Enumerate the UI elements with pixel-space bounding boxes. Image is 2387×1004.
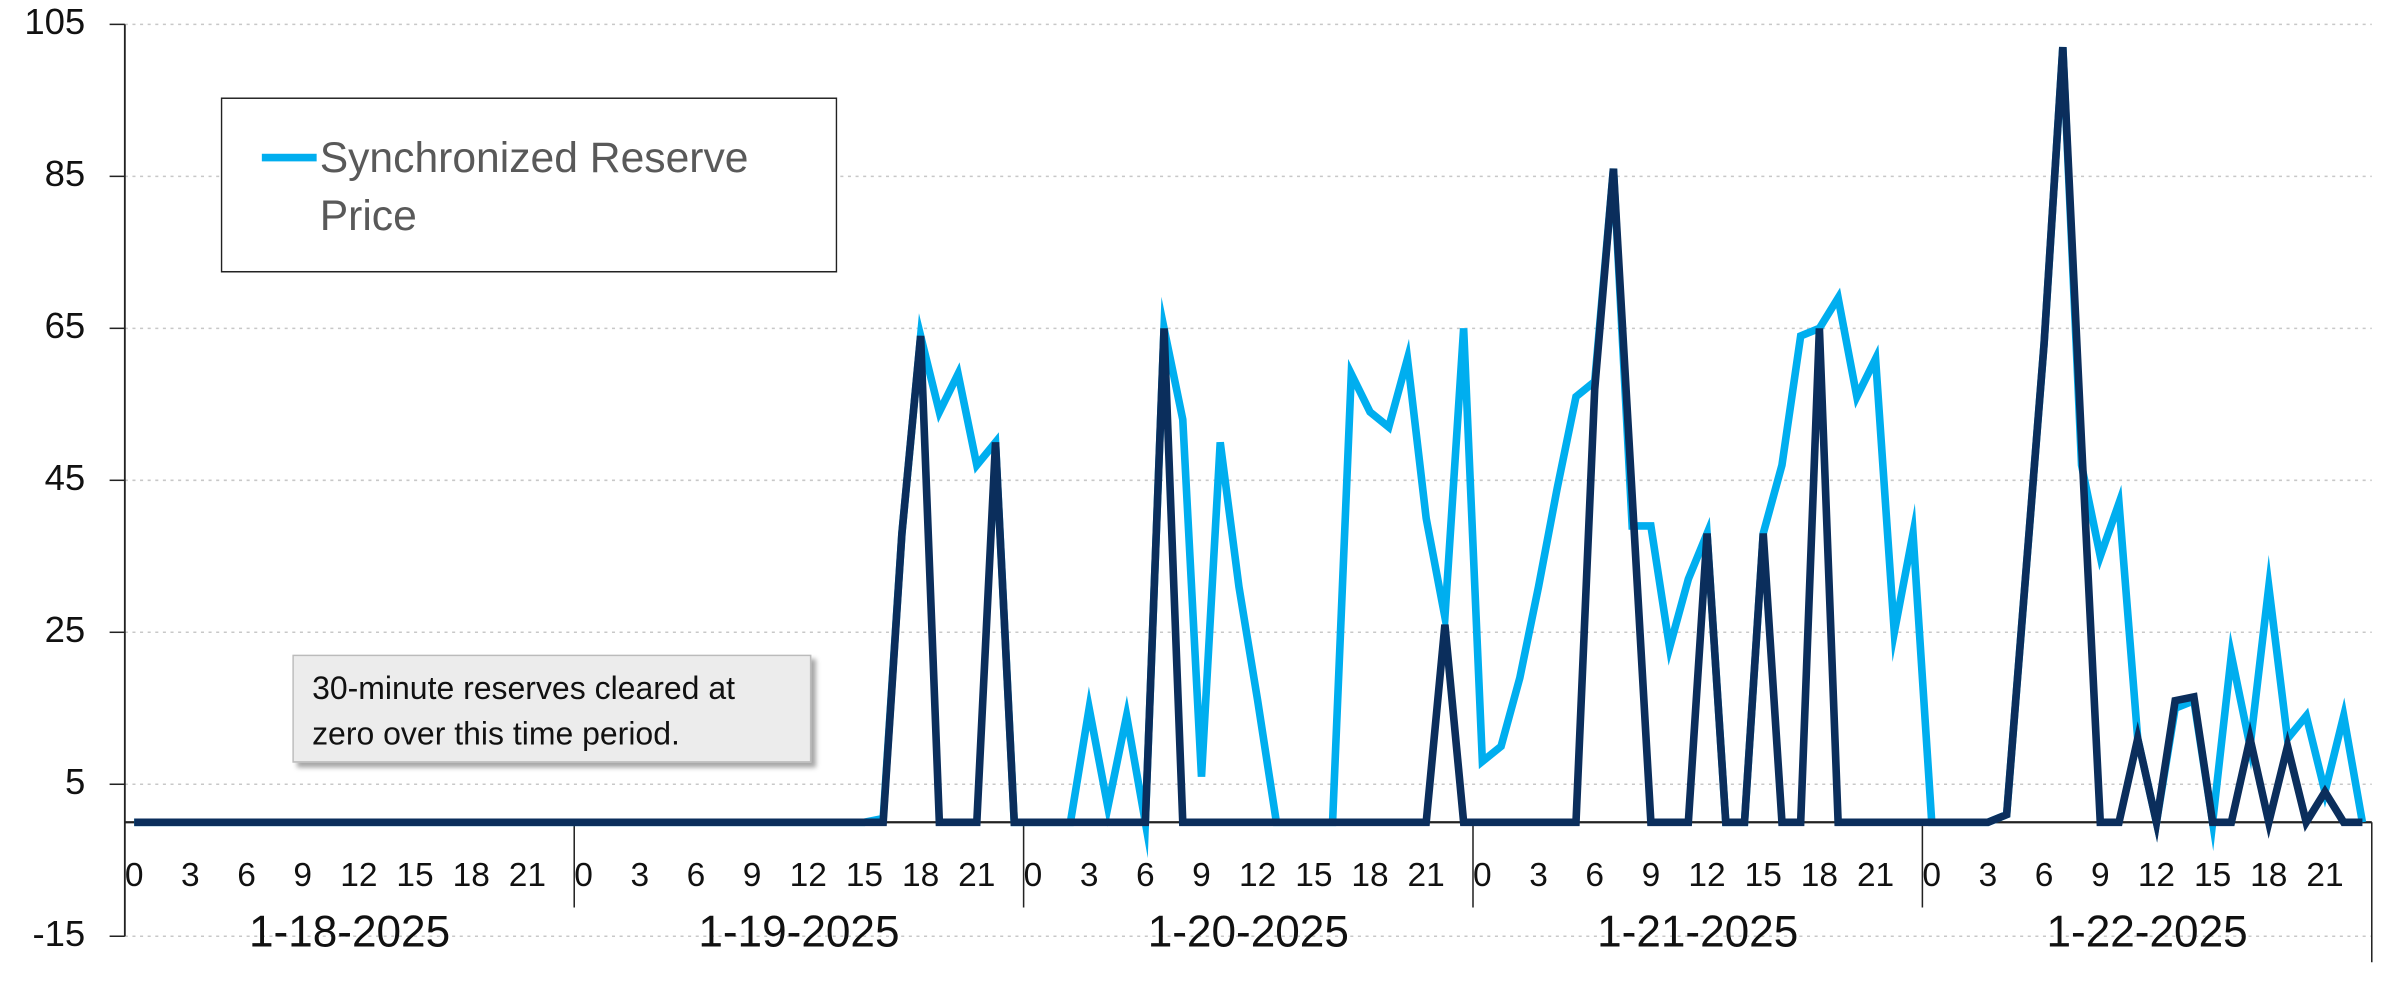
x-tick-label: 12 [2138, 857, 2175, 894]
group-label: 1-19-2025 [698, 908, 899, 957]
x-tick-label: 18 [453, 857, 490, 894]
x-tick-label: 3 [1979, 857, 1998, 894]
x-tick-label: 18 [1801, 857, 1838, 894]
x-tick-label: 15 [396, 857, 433, 894]
x-tick-label: 9 [743, 857, 762, 894]
x-tick-label: 18 [2250, 857, 2287, 894]
group-label: 1-21-2025 [1597, 908, 1798, 957]
x-tick-label: 21 [2306, 857, 2343, 894]
x-tick-label: 12 [1239, 857, 1276, 894]
x-tick-label: 3 [181, 857, 200, 894]
x-tick-label: 15 [1295, 857, 1332, 894]
legend-swatch [261, 153, 317, 162]
x-tick-label: 9 [2091, 857, 2110, 894]
y-tick-label: -15 [32, 913, 85, 954]
x-tick-label: 0 [1922, 857, 1941, 894]
y-tick-label: 5 [65, 761, 85, 802]
x-tick-label: 0 [1024, 857, 1043, 894]
x-tick-label: 21 [1857, 857, 1894, 894]
x-tick-label: 12 [1688, 857, 1725, 894]
annotation: 30-minute reserves cleared at zero over … [292, 654, 812, 763]
x-tick-label: 3 [1529, 857, 1548, 894]
x-tick-label: 6 [237, 857, 256, 894]
y-tick-label: 65 [45, 305, 86, 346]
x-tick-label: 9 [1192, 857, 1211, 894]
x-tick-label: 0 [125, 857, 144, 894]
x-tick-label: 15 [846, 857, 883, 894]
y-tick-label: 45 [45, 457, 86, 498]
x-tick-label: 21 [509, 857, 546, 894]
annotation-text: 30-minute reserves cleared at zero over … [292, 654, 812, 763]
x-tick-label: 18 [1351, 857, 1388, 894]
group-label: 1-20-2025 [1148, 908, 1349, 957]
x-tick-label: 0 [1473, 857, 1492, 894]
series-line [134, 46, 2363, 843]
x-tick-label: 9 [1642, 857, 1661, 894]
y-tick-label: 105 [24, 1, 85, 42]
x-tick-label: 6 [687, 857, 706, 894]
x-tick-label: 12 [340, 857, 377, 894]
group-label: 1-18-2025 [249, 908, 450, 957]
x-tick-label: 0 [574, 857, 593, 894]
x-tick-label: 3 [1080, 857, 1099, 894]
legend-label: Synchronized Reserve Price [319, 133, 749, 240]
y-tick-label: 25 [45, 609, 86, 650]
x-tick-label: 21 [958, 857, 995, 894]
y-tick-label: 85 [45, 153, 86, 194]
x-tick-label: 6 [1585, 857, 1604, 894]
legend: Synchronized Reserve Price [220, 97, 838, 273]
x-tick-label: 15 [1745, 857, 1782, 894]
x-tick-label: 9 [293, 857, 312, 894]
x-tick-label: 12 [790, 857, 827, 894]
x-tick-label: 18 [902, 857, 939, 894]
legend-box: Synchronized Reserve Price [220, 97, 838, 273]
x-tick-label: 21 [1408, 857, 1445, 894]
x-tick-label: 6 [1136, 857, 1155, 894]
x-tick-label: 3 [630, 857, 649, 894]
x-tick-label: 15 [2194, 857, 2231, 894]
group-label: 1-22-2025 [2046, 908, 2247, 957]
x-tick-label: 6 [2035, 857, 2054, 894]
